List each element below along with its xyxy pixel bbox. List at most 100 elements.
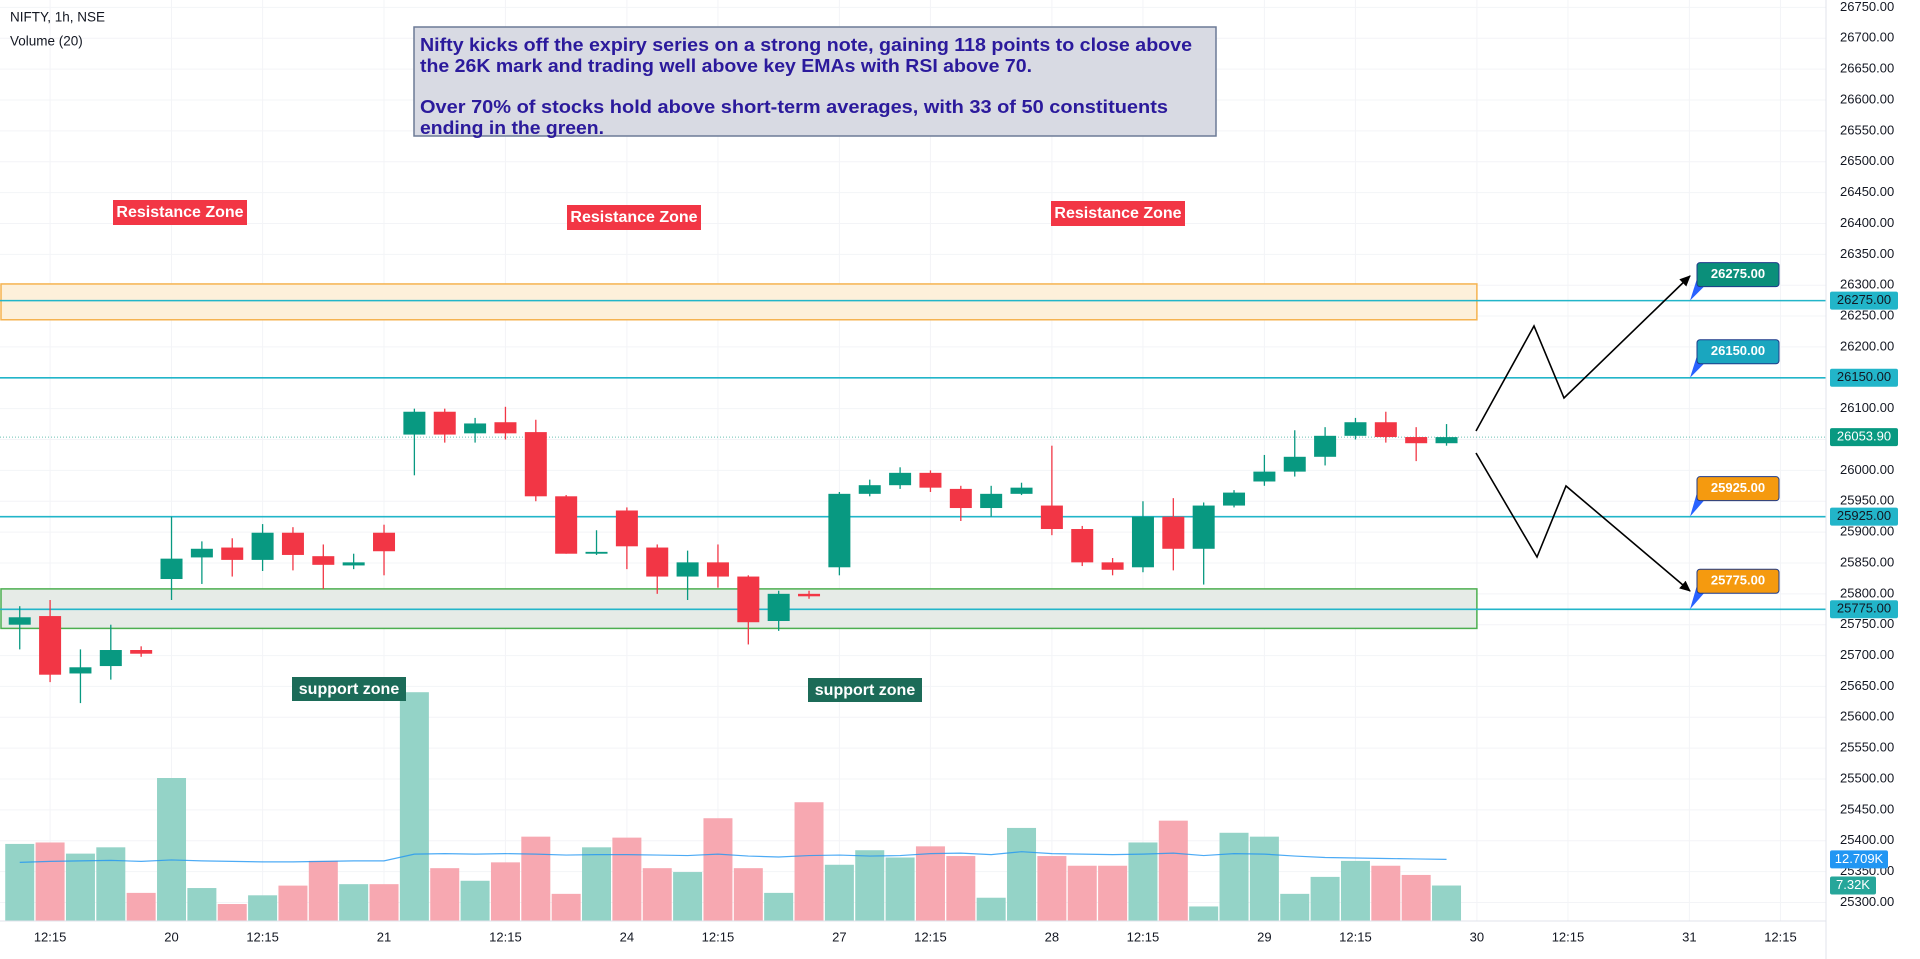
resistance-label-bg (1051, 201, 1185, 226)
y-tick-label: 25300.00 (1840, 894, 1894, 909)
level-axis-label: 25925.00 (1837, 508, 1891, 523)
last-price-label: 26053.90 (1837, 429, 1891, 444)
volume-bar (1280, 893, 1310, 921)
callout-box (1696, 339, 1780, 365)
candle-body (767, 593, 790, 621)
candle-body (1374, 422, 1397, 438)
candle-body (828, 493, 851, 568)
level-axis-label: 26275.00 (1837, 292, 1891, 307)
volume-bar (824, 864, 854, 921)
level-axis-label: 26150.00 (1837, 369, 1891, 384)
candle-body (1071, 529, 1094, 563)
candle-body (221, 547, 244, 560)
y-tick-label: 26200.00 (1840, 338, 1894, 353)
y-tick-label: 26250.00 (1840, 307, 1894, 322)
callout-label: 25925.00 (1711, 480, 1765, 495)
candle-body (99, 650, 122, 667)
candle-body (706, 562, 729, 577)
candle-body (646, 547, 669, 577)
note-line: Nifty kicks off the expiry series on a s… (420, 34, 1192, 55)
candle-body (980, 493, 1003, 509)
volume-bar (1098, 865, 1128, 921)
note-line: Over 70% of stocks hold above short-term… (420, 96, 1168, 117)
resistance-label: Resistance Zone (1054, 205, 1181, 222)
x-tick-label: 21 (377, 929, 391, 944)
volume-bar (248, 895, 278, 921)
volume-bar (430, 868, 460, 921)
y-tick-label: 25700.00 (1840, 647, 1894, 662)
candle-body (676, 562, 699, 577)
y-tick-label: 26650.00 (1840, 61, 1894, 76)
volume-bar (187, 888, 217, 921)
candle-body (585, 551, 608, 554)
volume-ma-label: 12.709K (1835, 851, 1884, 866)
volume-ma-label-bg (1830, 850, 1888, 869)
volume-bar (885, 857, 915, 921)
candle-body (69, 667, 92, 674)
x-tick-label: 31 (1682, 929, 1696, 944)
resistance-label-bg (113, 200, 247, 225)
callout-label: 26275.00 (1711, 266, 1765, 281)
volume-bar (1037, 856, 1067, 921)
volume-bar (1401, 874, 1431, 921)
support-label: support zone (815, 682, 916, 699)
y-tick-label: 26450.00 (1840, 184, 1894, 199)
resistance-label-bg (567, 205, 701, 230)
y-tick-label: 25650.00 (1840, 678, 1894, 693)
y-tick-label: 25450.00 (1840, 801, 1894, 816)
y-tick-label: 25850.00 (1840, 554, 1894, 569)
y-tick-label: 26400.00 (1840, 215, 1894, 230)
candle-body (798, 593, 821, 597)
y-tick-label: 25950.00 (1840, 493, 1894, 508)
candle-body (737, 576, 760, 623)
y-tick-label: 26500.00 (1840, 153, 1894, 168)
candle-body (1101, 562, 1124, 570)
y-tick-label: 26350.00 (1840, 246, 1894, 261)
volume-bar (794, 802, 824, 921)
support-label-bg (292, 677, 406, 701)
support-label: support zone (299, 681, 400, 698)
symbol-title: NIFTY, 1h, NSE (10, 10, 105, 25)
candle-body (251, 532, 274, 560)
candle-body (464, 423, 487, 434)
volume-bar (1340, 860, 1370, 921)
resistance-label: Resistance Zone (570, 209, 697, 226)
candle-body (312, 556, 335, 565)
y-tick-label: 25500.00 (1840, 770, 1894, 785)
x-tick-label: 29 (1257, 929, 1271, 944)
x-tick-label: 30 (1470, 929, 1484, 944)
volume-bar (521, 836, 551, 921)
resistance-label: Resistance Zone (116, 204, 243, 221)
volume-last-label: 7.32K (1836, 877, 1870, 892)
x-tick-label: 12:15 (1552, 929, 1585, 944)
callout-box (1696, 262, 1780, 288)
x-tick-label: 12:15 (489, 929, 522, 944)
candle-body (160, 558, 183, 580)
x-tick-label: 27 (832, 929, 846, 944)
volume-bar (582, 847, 612, 921)
note-line: ending in the green. (420, 117, 604, 138)
candle-body (8, 617, 31, 625)
volume-bar (855, 850, 885, 921)
volume-bar (399, 692, 429, 921)
candle-body (919, 472, 942, 488)
volume-bar (1128, 842, 1158, 921)
volume-bar (369, 884, 399, 921)
volume-bar (1007, 827, 1037, 921)
volume-bar (157, 778, 187, 921)
level-axis-label: 25775.00 (1837, 601, 1891, 616)
y-tick-label: 26600.00 (1840, 91, 1894, 106)
volume-bar (217, 904, 247, 921)
candle-body (1435, 437, 1458, 444)
volume-bar (612, 837, 642, 921)
y-tick-label: 26750.00 (1840, 0, 1894, 14)
x-tick-label: 20 (164, 929, 178, 944)
candle-body (1283, 456, 1306, 472)
candle-body (1405, 437, 1428, 444)
x-tick-label: 24 (620, 929, 634, 944)
volume-bar (915, 846, 945, 921)
volume-bar (976, 897, 1006, 921)
volume-bar (1310, 876, 1340, 921)
